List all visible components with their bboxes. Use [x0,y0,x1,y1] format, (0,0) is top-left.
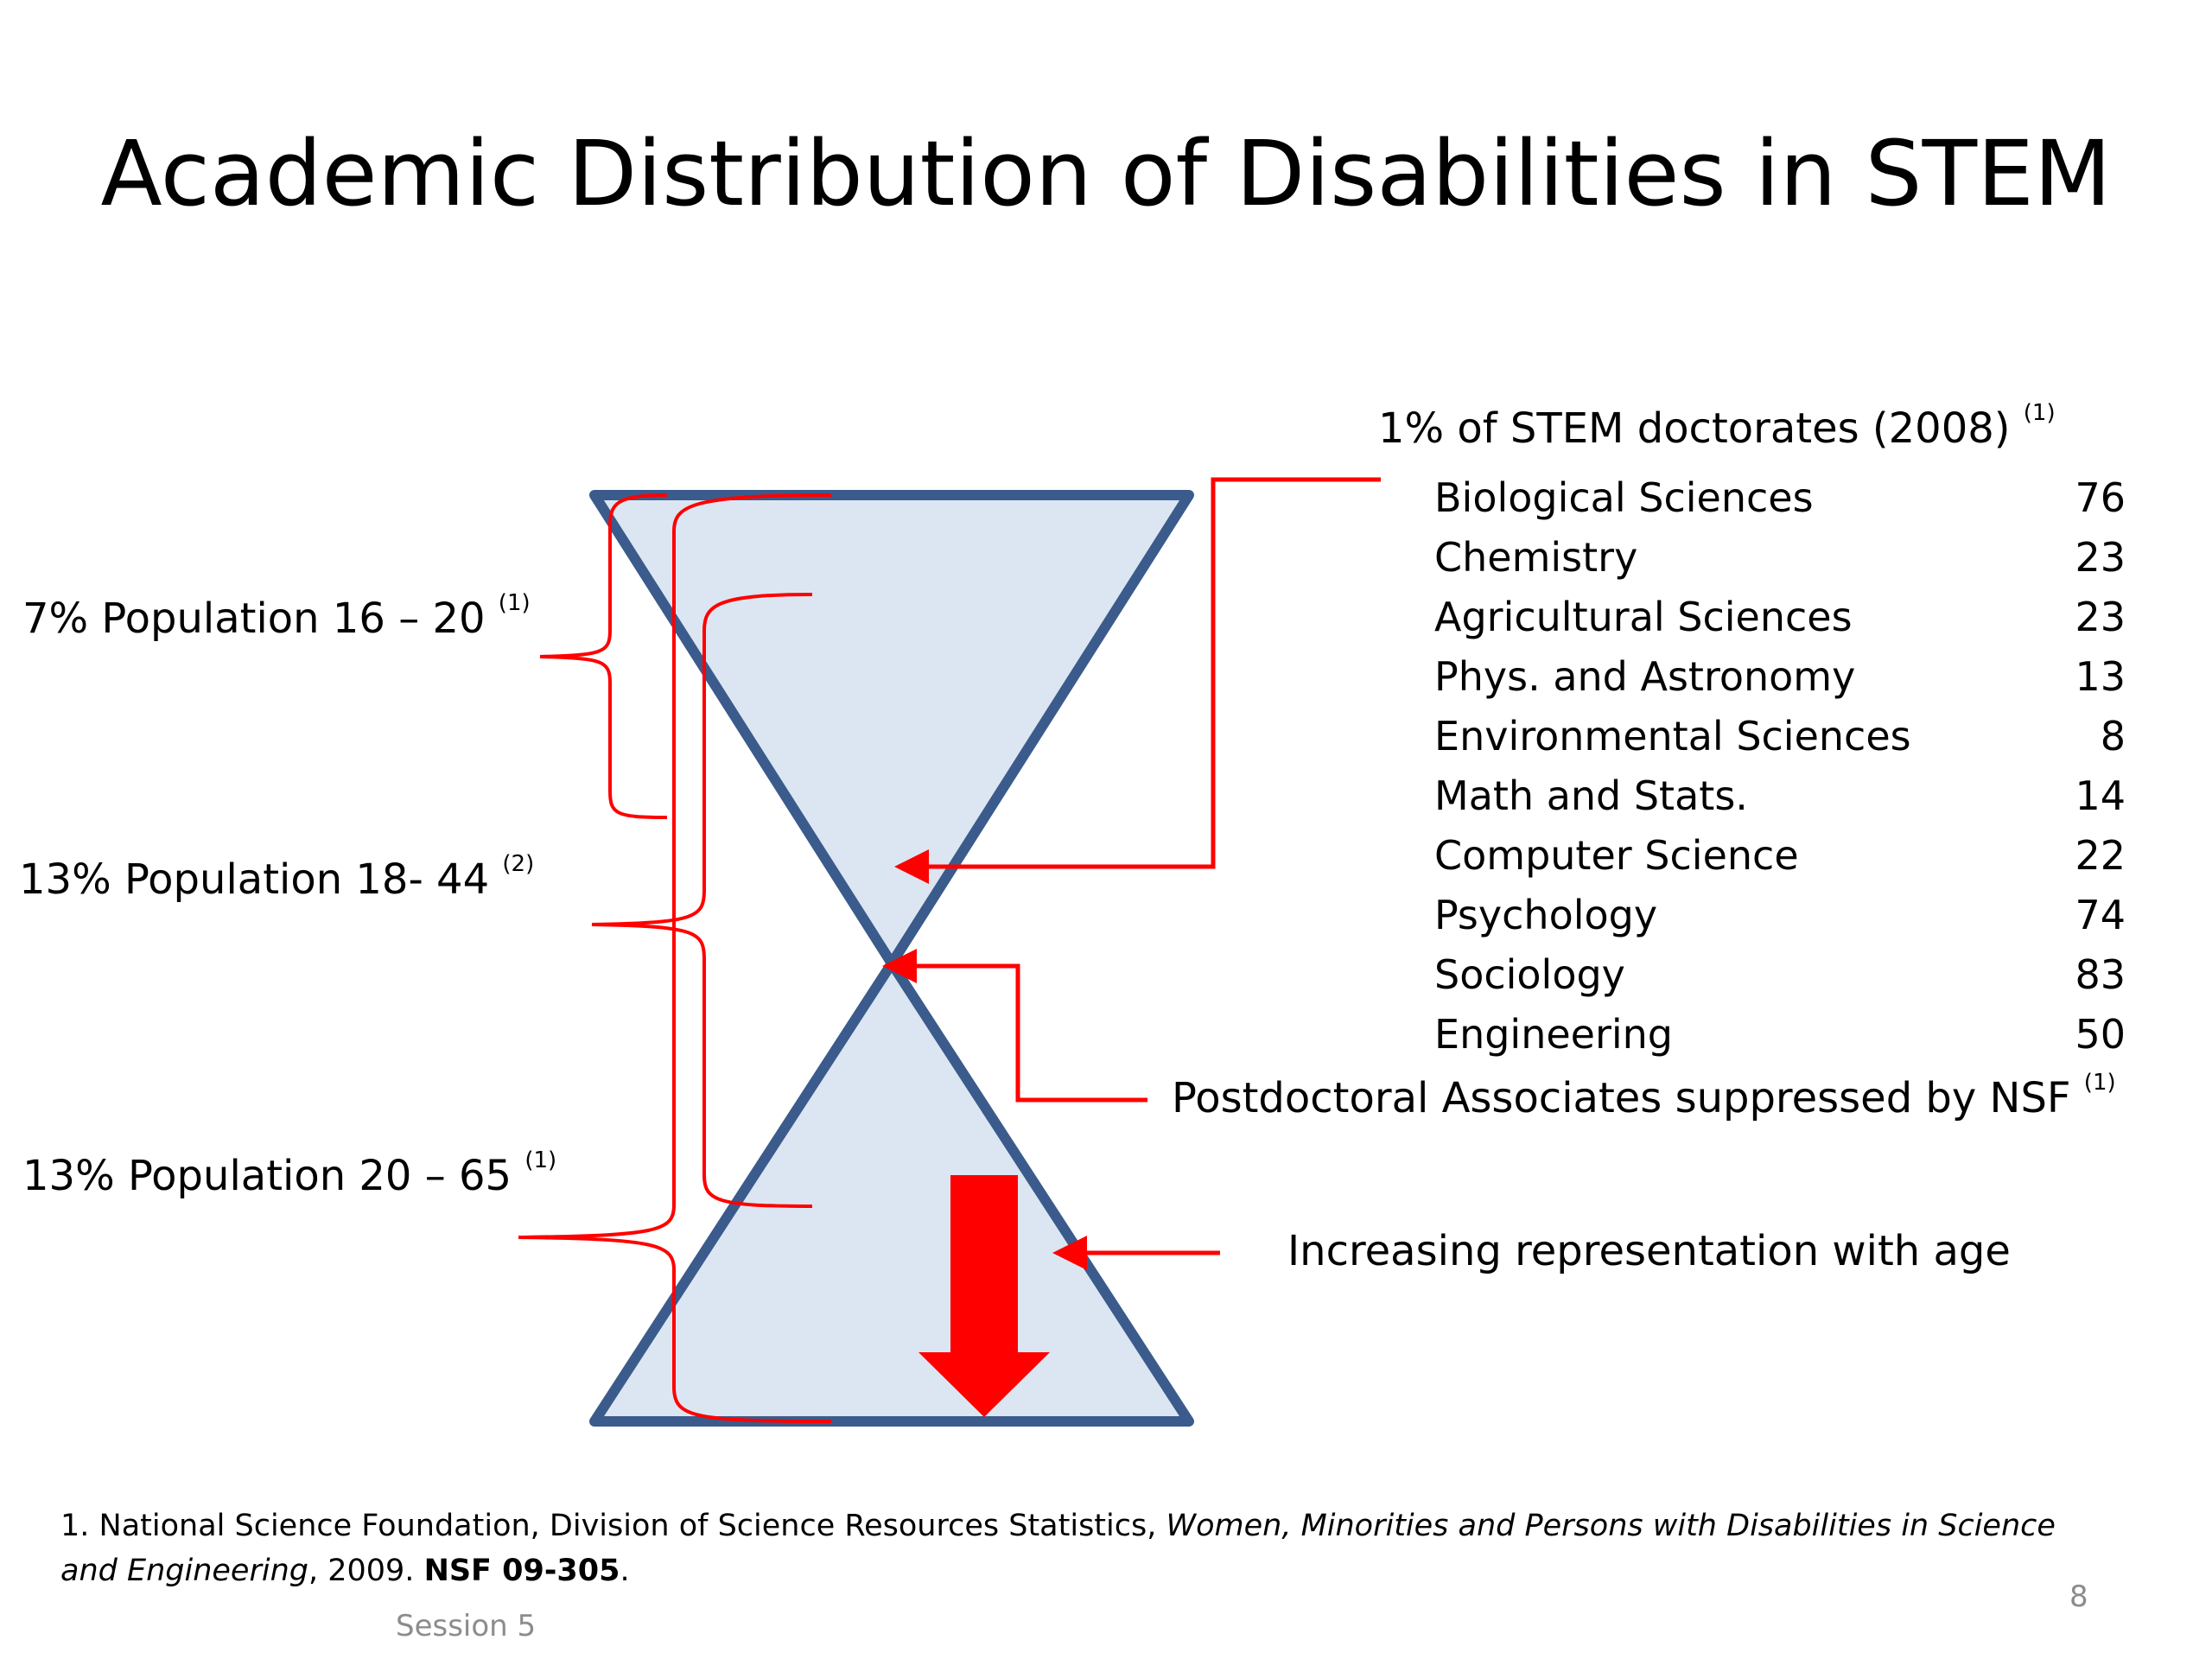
hourglass-bottom-triangle [589,958,1194,1427]
ref-superscript: (1) [524,1147,557,1173]
slide-title: Academic Distribution of Disabilities in… [100,121,2112,226]
table-row: Psychology 74 [1434,886,2126,945]
field-count: 23 [2075,534,2126,581]
field-count: 23 [2075,594,2126,640]
table-row: Biological Sciences 76 [1434,468,2126,528]
brace-18-44 [591,593,813,1208]
field-count: 50 [2075,1011,2126,1058]
down-arrow-icon [918,1175,1050,1417]
field-count: 76 [2075,474,2126,521]
brace-16-20 [539,493,668,819]
field-count: 13 [2075,653,2126,700]
field-name: Agricultural Sciences [1434,594,1853,640]
table-row: Engineering 50 [1434,1005,2126,1065]
footnote-italic-title: Women, Minorities and Persons with Disab… [60,1509,2056,1588]
label-stem-doctorates: 1% of STEM doctorates (2008) (1) [1378,400,2056,453]
field-name: Math and Stats. [1434,772,1748,819]
footnote: 1. National Science Foundation, Division… [60,1509,2056,1588]
field-count: 83 [2075,951,2126,998]
session-label: Session 5 [396,1609,537,1643]
table-row: Phys. and Astronomy 13 [1434,647,2126,707]
table-row: Sociology 83 [1434,945,2126,1005]
field-count: 22 [2075,832,2126,879]
field-name: Chemistry [1434,534,1638,581]
doctorates-arrow [894,477,1381,884]
label-postdoc-suppressed: Postdoctoral Associates suppressed by NS… [1172,1070,2116,1122]
field-name: Biological Sciences [1434,474,1814,521]
field-name: Environmental Sciences [1434,713,1911,760]
postdoc-arrow [882,949,1147,1103]
table-row: Agricultural Sciences 23 [1434,588,2126,647]
brace-20-65 [518,493,832,1423]
ref-superscript: (1) [2023,400,2056,426]
ref-superscript: (2) [502,851,535,877]
label-population-20-65: 13% Population 20 – 65 (1) [22,1147,557,1200]
field-name: Psychology [1434,892,1658,938]
field-name: Sociology [1434,951,1625,998]
field-name: Phys. and Astronomy [1434,653,1856,700]
page-number: 8 [2069,1580,2088,1614]
label-increasing-representation: Increasing representation with age [1287,1227,2011,1275]
field-name: Computer Science [1434,832,1799,879]
label-population-18-44: 13% Population 18- 44 (2) [19,851,535,904]
table-row: Environmental Sciences 8 [1434,707,2126,766]
footnote-report-number: NSF 09-305 [423,1554,620,1588]
field-count: 8 [2100,713,2126,760]
label-population-16-20: 7% Population 16 – 20 (1) [22,590,531,643]
doctorate-fields-table: Biological Sciences 76 Chemistry 23 Agricu… [1434,468,2126,1065]
field-name: Engineering [1434,1011,1673,1058]
ref-superscript: (1) [2083,1070,2116,1096]
table-row: Math and Stats. 14 [1434,766,2126,826]
hourglass-top-triangle [589,490,1194,969]
ref-superscript: (1) [498,590,531,616]
table-row: Chemistry 23 [1434,528,2126,588]
field-count: 14 [2075,772,2126,819]
field-count: 74 [2075,892,2126,938]
table-row: Computer Science 22 [1434,826,2126,886]
